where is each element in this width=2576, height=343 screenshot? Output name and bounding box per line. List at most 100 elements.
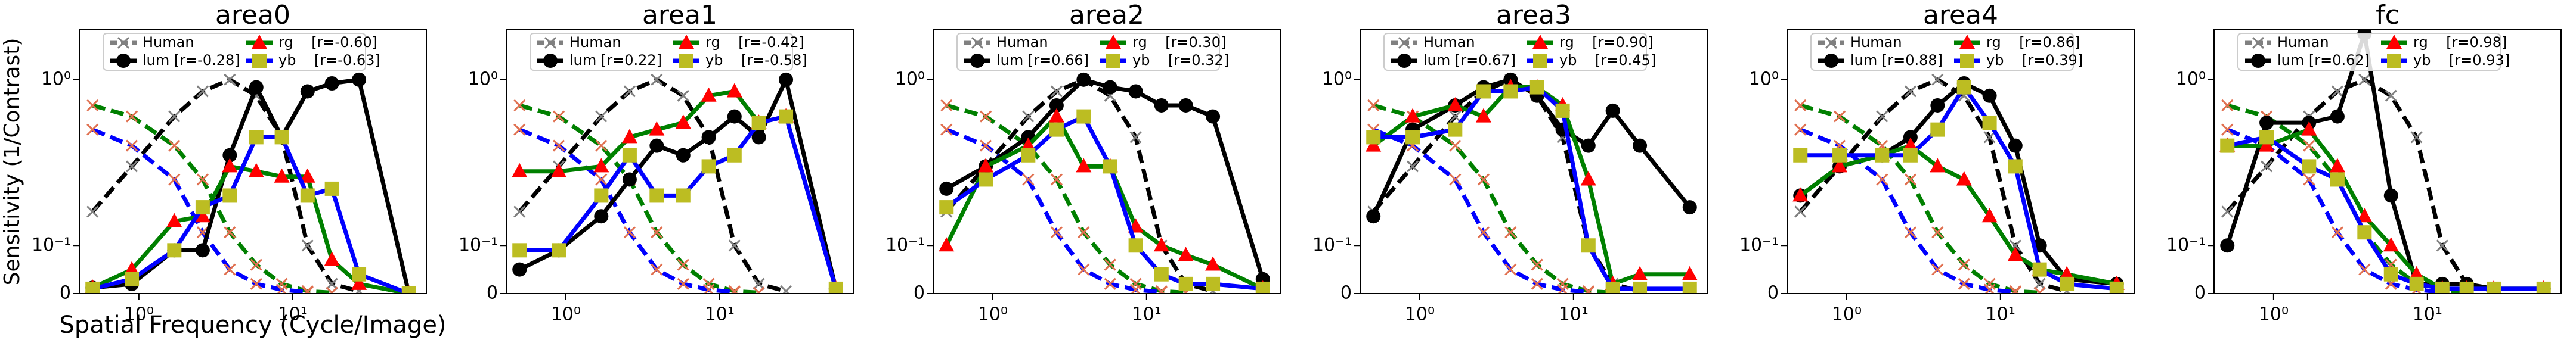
marker (168, 110, 181, 123)
marker (248, 163, 264, 177)
marker (1048, 108, 1064, 123)
marker (224, 73, 236, 86)
legend-marker (1825, 36, 1838, 49)
marker (512, 163, 528, 177)
y-axis-label: Sensitivity (1/Contrast) (0, 38, 24, 286)
legend-marker (1960, 54, 1974, 68)
marker (326, 286, 338, 294)
marker (1582, 286, 1594, 294)
marker (2487, 281, 2501, 294)
marker (1178, 98, 1193, 113)
plot-layer (1366, 72, 1698, 294)
marker (979, 172, 993, 187)
legend-marker (1959, 35, 1975, 49)
legend-box (956, 33, 1220, 71)
plot-frame (79, 29, 427, 294)
marker (224, 226, 236, 239)
plot-layer (512, 72, 843, 294)
marker (727, 148, 742, 163)
legend-marker (252, 35, 267, 49)
legend-marker (1533, 54, 1547, 68)
marker (552, 243, 566, 258)
marker (2259, 137, 2275, 152)
marker (623, 85, 636, 98)
marker (1206, 109, 1221, 124)
marker (1103, 80, 1117, 95)
marker (751, 116, 766, 130)
marker (1405, 130, 1420, 145)
marker (224, 263, 236, 276)
legend-box (2237, 33, 2501, 71)
marker (86, 99, 99, 112)
legend-box (1383, 33, 1647, 71)
plot-frame (506, 29, 854, 294)
marker (324, 76, 339, 91)
legend-marker (544, 36, 557, 49)
marker (1178, 247, 1194, 261)
marker (1449, 139, 1462, 152)
marker (1078, 226, 1090, 239)
marker (1581, 138, 1596, 153)
marker (1832, 148, 1847, 163)
plot-layer (1792, 73, 2125, 294)
marker (168, 139, 181, 152)
marker (2303, 173, 2315, 186)
y-tick-label: 0 (2194, 283, 2206, 304)
marker (779, 285, 792, 294)
marker (1104, 277, 1116, 290)
legend-marker (252, 54, 267, 68)
marker (1682, 200, 1697, 215)
marker (595, 139, 608, 152)
marker (1050, 226, 1063, 239)
legend-label: lum [r=0.88] (1850, 52, 1943, 68)
marker (1477, 226, 1490, 239)
legend-label: rg [r=0.30] (1132, 34, 1226, 51)
marker (274, 168, 290, 183)
marker (1792, 187, 1809, 202)
marker (1205, 256, 1221, 271)
marker (2220, 138, 2235, 153)
marker (1103, 159, 1117, 174)
marker (124, 261, 140, 276)
marker (753, 286, 765, 294)
plot-frame (2213, 29, 2562, 294)
marker (649, 138, 664, 153)
marker (2358, 263, 2371, 276)
marker (553, 139, 565, 152)
legend-label: lum [r=0.62] (2277, 52, 2370, 68)
marker (1367, 99, 1380, 112)
marker (1555, 103, 1570, 118)
marker (2033, 286, 2046, 294)
marker (1983, 131, 1996, 144)
x-tick-label: 10¹ (705, 304, 735, 325)
marker (222, 158, 238, 173)
marker (2409, 276, 2424, 291)
marker (940, 99, 953, 112)
marker (126, 110, 138, 123)
marker (1682, 266, 1698, 280)
marker (1477, 173, 1490, 186)
marker (649, 188, 664, 203)
marker (2408, 266, 2425, 280)
legend-label: yb [r=0.45] (1559, 52, 1656, 68)
marker (622, 172, 637, 187)
marker (676, 148, 691, 163)
marker (779, 109, 794, 124)
marker (1504, 226, 1517, 239)
legend-marker (1532, 35, 1548, 49)
marker (1104, 258, 1116, 271)
x-tick-label: 10⁰ (1405, 304, 1435, 325)
marker (1931, 263, 1944, 276)
legend-label: rg [r=0.90] (1559, 34, 1653, 51)
marker (1020, 137, 1036, 152)
marker (939, 181, 954, 196)
legend-label: yb [r=0.39] (1986, 52, 2083, 68)
marker (301, 286, 314, 294)
marker (1904, 173, 1916, 186)
marker (1449, 110, 1462, 123)
marker (195, 200, 210, 215)
marker (222, 188, 237, 203)
marker (86, 205, 99, 218)
marker (2009, 286, 2021, 294)
legend-marker (116, 54, 131, 68)
